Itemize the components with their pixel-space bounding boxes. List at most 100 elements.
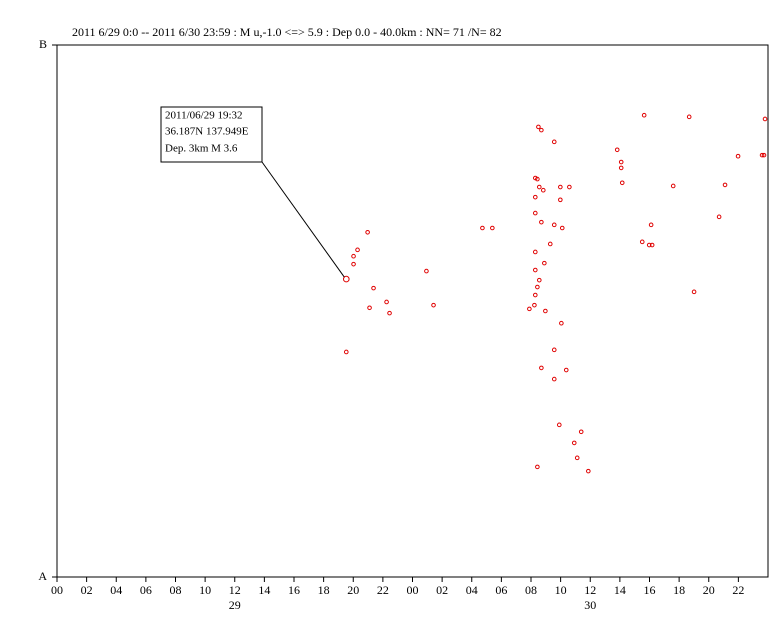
point	[342, 275, 350, 283]
point	[648, 222, 654, 228]
point	[641, 112, 647, 118]
point	[355, 247, 360, 253]
x-tick-label: 02	[81, 583, 93, 597]
x-tick-label: 00	[51, 583, 63, 597]
x-tick-label: 08	[525, 583, 537, 597]
point	[387, 310, 392, 316]
x-tick-label: 04	[110, 583, 122, 597]
point	[343, 349, 349, 355]
point	[351, 261, 356, 267]
point	[532, 194, 538, 200]
point	[535, 176, 540, 182]
point	[539, 127, 544, 133]
point	[691, 289, 697, 295]
x-tick-label: 20	[703, 583, 715, 597]
point	[371, 285, 376, 291]
point	[540, 187, 546, 193]
point	[558, 197, 563, 203]
point	[535, 284, 540, 290]
tooltip-line: 2011/06/29 19:32	[165, 110, 243, 122]
point	[367, 305, 372, 311]
y-tick-label: A	[38, 569, 47, 583]
x-day-label: 30	[584, 598, 596, 612]
point	[551, 139, 557, 145]
point	[559, 225, 565, 231]
point	[539, 365, 544, 371]
point	[536, 184, 542, 190]
x-day-label: 29	[229, 598, 241, 612]
point	[618, 165, 624, 171]
point	[586, 468, 591, 474]
point	[571, 440, 577, 446]
point	[551, 347, 557, 353]
x-tick-label: 12	[229, 583, 241, 597]
point	[735, 153, 741, 159]
point	[558, 184, 563, 190]
point	[618, 159, 624, 165]
tooltip: 2011/06/29 19:32 36.187N 137.949E Dep. 3…	[160, 106, 263, 163]
chart-title: 2011 6/29 0:0 -- 2011 6/30 23:59 : M u,-…	[72, 25, 502, 39]
point	[551, 376, 557, 382]
tooltip-box	[160, 106, 263, 163]
x-tick-label: 08	[170, 583, 182, 597]
x-tick-label: 16	[644, 583, 656, 597]
x-tick-label: 14	[258, 583, 270, 597]
x-tick-label: 18	[318, 583, 330, 597]
point	[351, 253, 356, 259]
point	[490, 225, 495, 231]
point	[567, 184, 572, 190]
point	[547, 241, 553, 247]
point	[532, 249, 538, 255]
x-tick-label: 22	[377, 583, 389, 597]
x-tick-label: 10	[555, 583, 567, 597]
point	[536, 124, 541, 130]
tooltip-line: 36.187N 137.949E	[165, 126, 249, 138]
point	[532, 292, 538, 298]
point	[619, 180, 625, 186]
point	[431, 302, 436, 308]
point	[480, 225, 485, 231]
point	[761, 152, 767, 158]
y-tick-label: B	[39, 37, 47, 51]
point	[578, 429, 584, 435]
x-tick-label: 14	[614, 583, 626, 597]
point	[686, 114, 692, 120]
x-tick-label: 10	[199, 583, 211, 597]
point	[532, 302, 537, 308]
point	[532, 267, 538, 273]
point	[424, 268, 429, 274]
point	[559, 320, 564, 326]
point	[384, 299, 389, 305]
point	[646, 242, 652, 248]
point	[535, 464, 540, 470]
point	[759, 152, 765, 158]
point	[639, 239, 645, 245]
point	[365, 229, 370, 235]
point	[563, 367, 569, 373]
point	[543, 308, 548, 314]
x-tick-label: 12	[584, 583, 596, 597]
point	[614, 147, 620, 153]
x-tick-label: 04	[466, 583, 478, 597]
point	[536, 277, 542, 283]
point	[649, 242, 655, 248]
point	[556, 422, 562, 428]
point	[670, 183, 676, 189]
point	[716, 214, 722, 220]
point	[527, 306, 532, 312]
point	[722, 182, 728, 188]
point	[542, 260, 547, 266]
point	[539, 219, 544, 225]
x-tick-label: 22	[732, 583, 744, 597]
point	[551, 222, 557, 228]
x-tick-label: 02	[436, 583, 448, 597]
point	[532, 210, 538, 216]
tooltip-line: Dep. 3km M 3.6	[165, 143, 238, 155]
x-tick-label: 16	[288, 583, 300, 597]
point	[762, 116, 768, 122]
x-tick-label: 06	[495, 583, 507, 597]
x-tick-label: 18	[673, 583, 685, 597]
x-tick-label: 06	[140, 583, 152, 597]
